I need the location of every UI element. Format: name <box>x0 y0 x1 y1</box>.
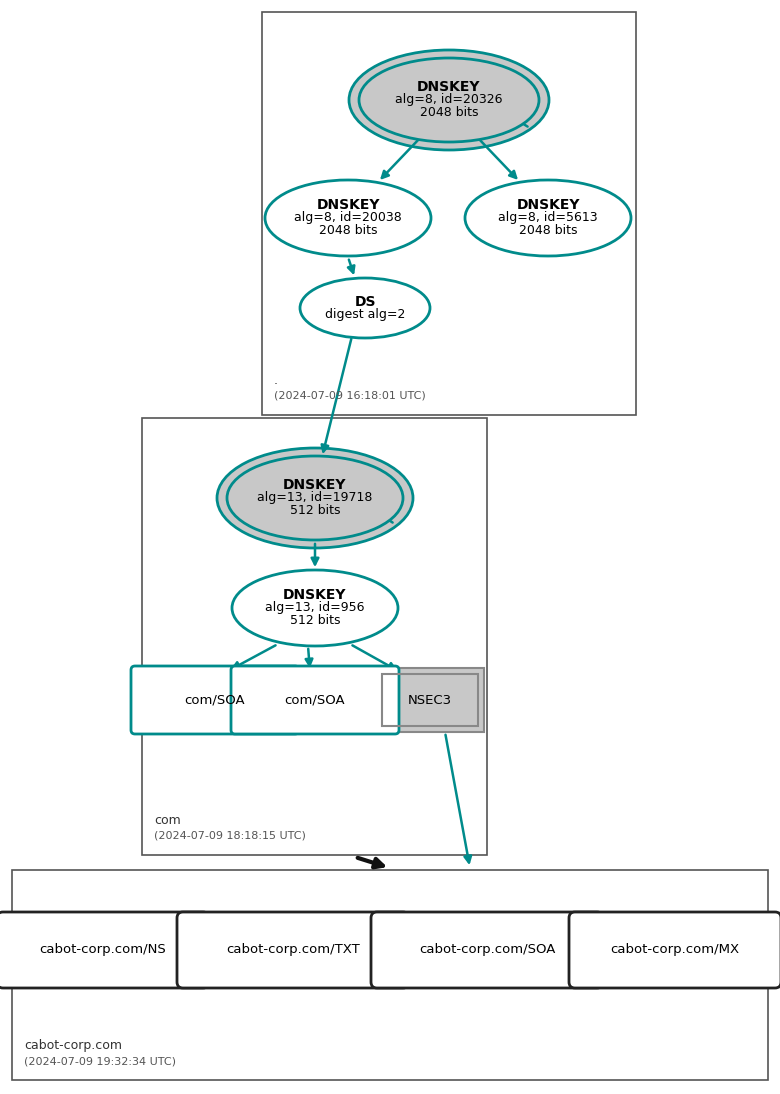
Text: cabot-corp.com/TXT: cabot-corp.com/TXT <box>226 943 360 956</box>
Text: 2048 bits: 2048 bits <box>319 224 378 237</box>
FancyBboxPatch shape <box>231 666 399 734</box>
Text: (2024-07-09 18:18:15 UTC): (2024-07-09 18:18:15 UTC) <box>154 831 306 841</box>
Text: cabot-corp.com: cabot-corp.com <box>24 1039 122 1052</box>
Text: 512 bits: 512 bits <box>289 615 340 628</box>
FancyBboxPatch shape <box>12 870 768 1080</box>
FancyBboxPatch shape <box>0 912 209 988</box>
Text: alg=8, id=20326: alg=8, id=20326 <box>395 93 503 106</box>
FancyBboxPatch shape <box>177 912 409 988</box>
Ellipse shape <box>349 50 549 150</box>
Ellipse shape <box>217 449 413 548</box>
Text: alg=8, id=5613: alg=8, id=5613 <box>498 211 597 224</box>
Text: 2048 bits: 2048 bits <box>519 224 577 237</box>
Text: 512 bits: 512 bits <box>289 504 340 517</box>
Text: DNSKEY: DNSKEY <box>516 198 580 212</box>
FancyBboxPatch shape <box>569 912 780 988</box>
Text: alg=13, id=19718: alg=13, id=19718 <box>257 491 373 504</box>
Text: 2048 bits: 2048 bits <box>420 106 478 119</box>
Text: DNSKEY: DNSKEY <box>283 587 347 602</box>
Text: com/SOA: com/SOA <box>285 694 346 707</box>
Text: cabot-corp.com/SOA: cabot-corp.com/SOA <box>419 943 555 956</box>
Text: DNSKEY: DNSKEY <box>316 198 380 212</box>
Ellipse shape <box>265 181 431 256</box>
Text: DS: DS <box>354 294 376 309</box>
Text: com/SOA: com/SOA <box>185 694 246 707</box>
Text: digest alg=2: digest alg=2 <box>324 309 405 321</box>
Text: (2024-07-09 16:18:01 UTC): (2024-07-09 16:18:01 UTC) <box>274 391 426 401</box>
Ellipse shape <box>227 456 403 540</box>
FancyBboxPatch shape <box>142 418 487 856</box>
Text: .: . <box>274 374 278 387</box>
Text: com: com <box>154 814 181 827</box>
Ellipse shape <box>359 58 539 142</box>
Text: DNSKEY: DNSKEY <box>417 80 480 94</box>
Text: cabot-corp.com/NS: cabot-corp.com/NS <box>40 943 166 956</box>
Ellipse shape <box>465 181 631 256</box>
Text: alg=8, id=20038: alg=8, id=20038 <box>294 211 402 224</box>
Text: (2024-07-09 19:32:34 UTC): (2024-07-09 19:32:34 UTC) <box>24 1056 176 1066</box>
Text: cabot-corp.com/MX: cabot-corp.com/MX <box>611 943 739 956</box>
FancyBboxPatch shape <box>262 12 636 415</box>
Text: DNSKEY: DNSKEY <box>283 478 347 492</box>
Ellipse shape <box>232 570 398 645</box>
Ellipse shape <box>300 278 430 338</box>
FancyBboxPatch shape <box>371 912 603 988</box>
Text: alg=13, id=956: alg=13, id=956 <box>265 602 365 615</box>
Text: NSEC3: NSEC3 <box>408 694 452 707</box>
FancyBboxPatch shape <box>131 666 299 734</box>
FancyBboxPatch shape <box>376 668 484 732</box>
